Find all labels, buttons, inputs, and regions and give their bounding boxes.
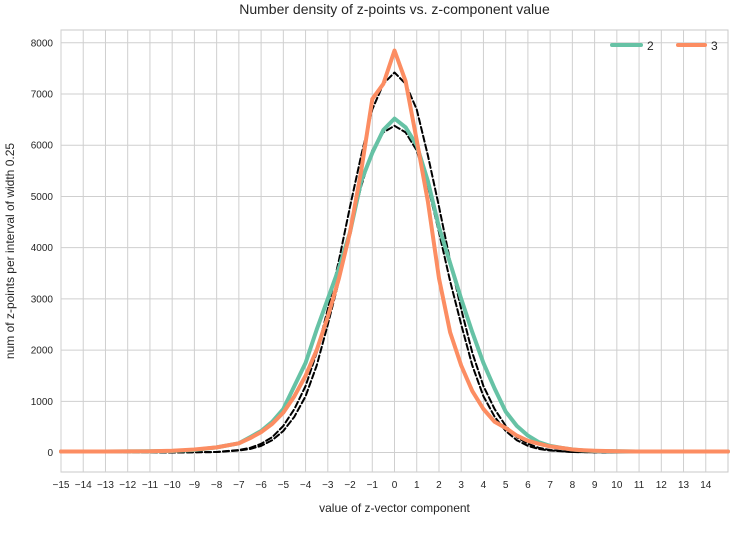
y-axis-label: num of z-points per interval of width 0.… — [3, 143, 17, 359]
y-tick-label: 1000 — [31, 397, 54, 408]
x-tick-label: −6 — [255, 480, 267, 491]
x-tick-label: 2 — [436, 480, 442, 491]
y-tick-label: 3000 — [31, 294, 54, 305]
x-axis-label: value of z-vector component — [319, 501, 470, 515]
grid — [60, 30, 728, 472]
x-tick-label: −15 — [53, 480, 70, 491]
y-tick-label: 2000 — [31, 346, 54, 357]
x-tick-label: 4 — [481, 480, 487, 491]
x-tick-label: −4 — [300, 480, 312, 491]
x-tick-label: 8 — [570, 480, 576, 491]
x-tick-label: −12 — [119, 480, 136, 491]
x-tick-label: 0 — [392, 480, 398, 491]
legend-label-2: 2 — [647, 39, 654, 53]
x-tick-label: −1 — [367, 480, 379, 491]
x-tick-label: 12 — [656, 480, 668, 491]
x-tick-labels: −15 −14 −13 −12 −11 −10 −9 −8 −7 −6 −5 −4 −3 −2 −1 0 1 2 3… — [53, 480, 712, 491]
fit-curve-2 — [60, 124, 729, 454]
y-tick-label: 5000 — [31, 192, 54, 203]
x-tick-label: 1 — [414, 480, 420, 491]
x-tick-label: −13 — [97, 480, 114, 491]
x-tick-label: 9 — [592, 480, 598, 491]
y-tick-label: 7000 — [31, 90, 54, 101]
x-tick-label: −9 — [189, 480, 201, 491]
series-line-3 — [59, 48, 730, 454]
y-tick-label: 8000 — [31, 38, 54, 49]
x-tick-label: 10 — [611, 480, 623, 491]
x-tick-label: −3 — [322, 480, 334, 491]
x-tick-label: 3 — [458, 480, 464, 491]
chart-title: Number density of z-points vs. z-compone… — [239, 1, 550, 17]
series-layer — [59, 48, 730, 454]
x-tick-label: −14 — [75, 480, 92, 491]
y-tick-labels: 0 1000 2000 3000 4000 5000 6000 7000 8000 — [31, 38, 54, 459]
y-tick-label: 4000 — [31, 243, 54, 254]
y-tick-label: 6000 — [31, 141, 54, 152]
x-tick-label: −8 — [211, 480, 223, 491]
x-tick-label: −5 — [278, 480, 290, 491]
x-tick-label: −7 — [233, 480, 245, 491]
y-tick-label: 0 — [47, 448, 53, 459]
x-tick-label: 6 — [525, 480, 531, 491]
legend-label-3: 3 — [711, 39, 718, 53]
x-tick-label: 7 — [547, 480, 553, 491]
x-tick-label: −11 — [142, 480, 159, 491]
legend: 2 3 — [610, 39, 718, 53]
x-tick-label: −10 — [164, 480, 181, 491]
x-tick-label: 13 — [678, 480, 690, 491]
x-tick-label: 5 — [503, 480, 509, 491]
x-tick-label: 11 — [634, 480, 645, 491]
x-tick-label: 14 — [700, 480, 712, 491]
x-tick-label: −2 — [344, 480, 356, 491]
